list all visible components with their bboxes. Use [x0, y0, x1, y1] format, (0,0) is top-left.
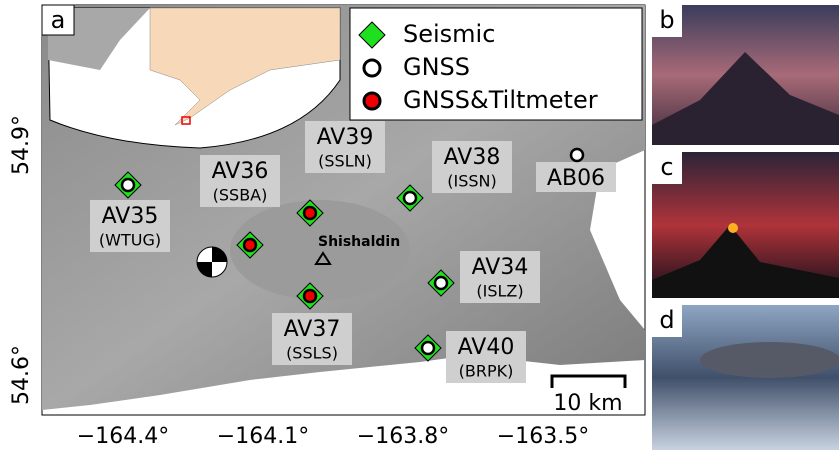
gnss-marker [122, 179, 134, 191]
gnss-marker [435, 277, 447, 289]
station-code: (WTUG) [99, 231, 161, 250]
legend-circle-red [364, 93, 380, 109]
gnss-marker [304, 290, 316, 302]
y-tick-label: 54.6° [9, 345, 34, 405]
photo-panels: b c d [652, 5, 839, 450]
station-code: (SSLN) [318, 152, 372, 171]
x-tick-label: −164.4° [77, 424, 169, 449]
station-name: AV36 [212, 159, 269, 184]
legend-label: Seismic [403, 20, 495, 48]
x-tick-label: −163.8° [357, 424, 449, 449]
legend-label: GNSS [403, 53, 470, 81]
x-tick-label: −163.5° [497, 424, 589, 449]
scale-label: 10 km [553, 391, 622, 416]
gnss-marker [244, 239, 256, 251]
gnss-marker [422, 342, 434, 354]
x-tick-label: −164.1° [217, 424, 309, 449]
panel-label: b [659, 6, 674, 34]
station-code: (SSBA) [213, 186, 268, 205]
gnss-marker [304, 207, 316, 219]
station-name: AV40 [458, 335, 515, 360]
eruption-glow [728, 223, 738, 233]
gnss-marker [571, 149, 583, 161]
figure: a Seismic GNSS GNSS&Tiltmeter Shishaldin… [0, 0, 839, 452]
panel-label: c [660, 153, 673, 181]
station-code: (BRPK) [459, 362, 514, 381]
volcano-label: Shishaldin [318, 234, 400, 250]
station-code: (SSLS) [286, 344, 338, 363]
ash-plume [700, 342, 839, 378]
station-code: (ISLZ) [476, 282, 523, 301]
station-name: AV34 [472, 255, 529, 280]
panel-label: d [659, 306, 674, 334]
gnss-marker [404, 192, 416, 204]
station-name: AV38 [444, 145, 501, 170]
y-tick-label: 54.9° [9, 115, 34, 175]
station-name: AB06 [547, 166, 605, 191]
panel-label: a [51, 6, 66, 34]
legend-label: GNSS&Tiltmeter [403, 86, 598, 114]
station-name: AV39 [317, 125, 374, 150]
legend-circle [364, 60, 380, 76]
station-code: (ISSN) [447, 172, 496, 191]
station-name: AV37 [284, 317, 341, 342]
station-name: AV35 [102, 204, 159, 229]
